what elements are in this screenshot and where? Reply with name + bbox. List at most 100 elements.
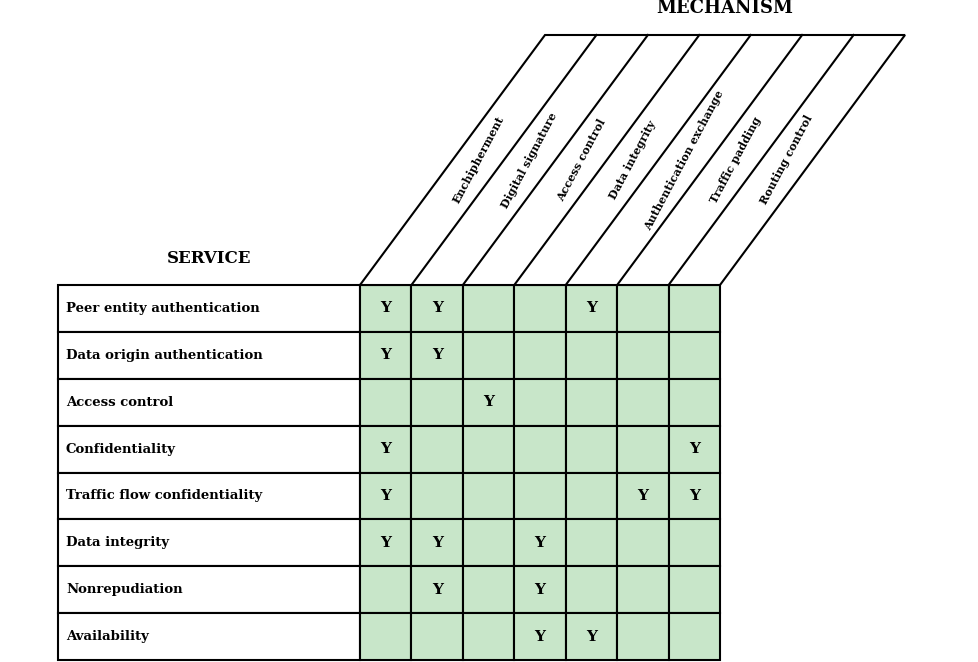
Bar: [360, 520, 411, 566]
Bar: [565, 613, 616, 660]
Bar: [411, 379, 463, 426]
Bar: [463, 473, 513, 520]
Bar: [565, 566, 616, 613]
Text: Nonrepudiation: Nonrepudiation: [66, 583, 183, 596]
Text: Y: Y: [379, 442, 391, 456]
Bar: [513, 332, 565, 379]
Bar: [668, 473, 719, 520]
Text: Y: Y: [379, 348, 391, 362]
Bar: [58, 613, 360, 660]
Bar: [463, 613, 513, 660]
Bar: [411, 613, 463, 660]
Bar: [360, 613, 411, 660]
Text: Routing control: Routing control: [758, 114, 814, 207]
Bar: [463, 379, 513, 426]
Text: Y: Y: [431, 348, 442, 362]
Bar: [513, 426, 565, 473]
Text: Y: Y: [431, 301, 442, 315]
Text: Y: Y: [585, 301, 597, 315]
Bar: [616, 332, 668, 379]
Bar: [668, 520, 719, 566]
Text: Peer entity authentication: Peer entity authentication: [66, 302, 259, 315]
Text: Y: Y: [379, 489, 391, 503]
Bar: [58, 285, 360, 332]
Bar: [513, 473, 565, 520]
Bar: [616, 473, 668, 520]
Bar: [463, 285, 513, 332]
Text: Enchipherment: Enchipherment: [450, 115, 506, 205]
Bar: [411, 332, 463, 379]
Bar: [668, 285, 719, 332]
Bar: [668, 332, 719, 379]
Text: Authentication exchange: Authentication exchange: [642, 88, 725, 232]
Text: SERVICE: SERVICE: [166, 250, 251, 267]
Bar: [565, 520, 616, 566]
Text: Confidentiality: Confidentiality: [66, 443, 176, 455]
Text: Y: Y: [689, 442, 699, 456]
Bar: [565, 332, 616, 379]
Bar: [58, 426, 360, 473]
Bar: [360, 332, 411, 379]
Bar: [360, 473, 411, 520]
Text: Y: Y: [482, 395, 494, 409]
Bar: [411, 566, 463, 613]
Text: Y: Y: [534, 630, 545, 643]
Text: Y: Y: [689, 489, 699, 503]
Text: Y: Y: [534, 583, 545, 596]
Text: Data origin authentication: Data origin authentication: [66, 349, 262, 362]
Text: Data integrity: Data integrity: [66, 536, 169, 549]
Bar: [513, 613, 565, 660]
Bar: [616, 520, 668, 566]
Bar: [411, 520, 463, 566]
Text: Data integrity: Data integrity: [606, 119, 657, 201]
Bar: [616, 613, 668, 660]
Text: Access control: Access control: [66, 396, 173, 408]
Text: Traffic padding: Traffic padding: [707, 115, 762, 205]
Bar: [463, 566, 513, 613]
Bar: [411, 473, 463, 520]
Text: Y: Y: [379, 301, 391, 315]
Bar: [463, 332, 513, 379]
Text: Digital signature: Digital signature: [499, 111, 559, 210]
Text: Traffic flow confidentiality: Traffic flow confidentiality: [66, 489, 262, 502]
Bar: [616, 426, 668, 473]
Polygon shape: [360, 35, 904, 285]
Text: Y: Y: [585, 630, 597, 643]
Bar: [668, 566, 719, 613]
Text: Availability: Availability: [66, 630, 149, 643]
Bar: [411, 285, 463, 332]
Bar: [360, 285, 411, 332]
Bar: [616, 566, 668, 613]
Bar: [616, 285, 668, 332]
Text: Y: Y: [637, 489, 647, 503]
Bar: [565, 379, 616, 426]
Bar: [58, 520, 360, 566]
Bar: [513, 379, 565, 426]
Text: Y: Y: [431, 536, 442, 550]
Bar: [360, 426, 411, 473]
Bar: [58, 566, 360, 613]
Bar: [411, 426, 463, 473]
Bar: [360, 379, 411, 426]
Bar: [513, 566, 565, 613]
Bar: [668, 613, 719, 660]
Bar: [565, 473, 616, 520]
Bar: [463, 426, 513, 473]
Text: Y: Y: [534, 536, 545, 550]
Text: Y: Y: [431, 583, 442, 596]
Bar: [616, 379, 668, 426]
Bar: [513, 520, 565, 566]
Bar: [463, 520, 513, 566]
Bar: [58, 379, 360, 426]
Text: MECHANISM: MECHANISM: [656, 0, 793, 17]
Bar: [58, 332, 360, 379]
Bar: [668, 379, 719, 426]
Text: Y: Y: [379, 536, 391, 550]
Bar: [565, 285, 616, 332]
Bar: [58, 473, 360, 520]
Bar: [565, 426, 616, 473]
Bar: [668, 426, 719, 473]
Bar: [513, 285, 565, 332]
Text: Access control: Access control: [555, 117, 606, 203]
Bar: [360, 566, 411, 613]
